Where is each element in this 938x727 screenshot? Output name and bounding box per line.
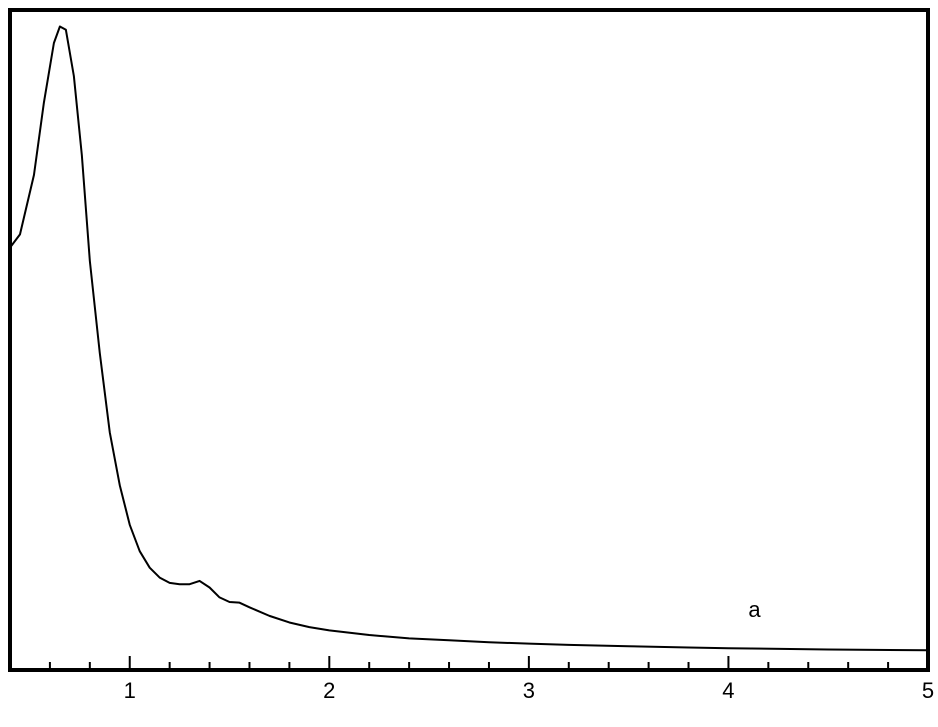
x-tick-label: 2	[323, 678, 335, 703]
chart-container: 1 2 3 4 5 a	[0, 0, 938, 727]
x-tick-label: 1	[124, 678, 136, 703]
chart-svg: 1 2 3 4 5 a	[0, 0, 938, 727]
x-tick-label: 5	[922, 678, 934, 703]
series-label: a	[748, 597, 761, 622]
plot-frame	[10, 10, 928, 670]
x-tick-label: 4	[722, 678, 734, 703]
x-tick-label: 3	[523, 678, 535, 703]
series-line	[10, 27, 928, 651]
